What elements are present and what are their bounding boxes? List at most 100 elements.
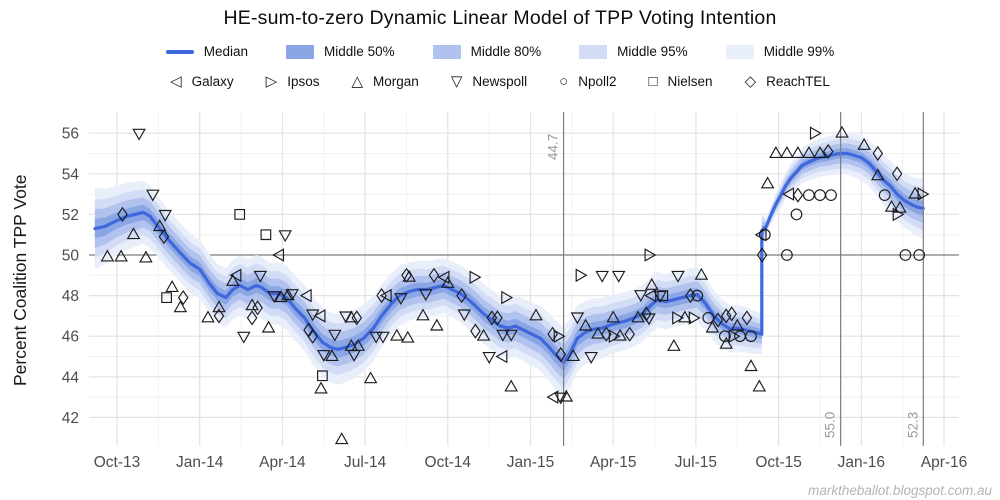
x-tick-label: Jul-15	[675, 454, 717, 471]
poll-marker	[416, 308, 430, 321]
x-tick-label: Jul-14	[344, 454, 387, 471]
poll-marker	[441, 275, 455, 288]
poll-marker	[712, 312, 724, 328]
poll-marker	[719, 330, 731, 343]
poll-marker	[126, 227, 141, 240]
poll-marker	[792, 187, 804, 203]
poll-marker	[705, 320, 720, 333]
legend-label: Middle 95%	[617, 44, 688, 59]
poll-marker	[212, 300, 226, 313]
poll-marker	[158, 209, 172, 222]
poll-marker	[809, 126, 822, 140]
poll-marker	[884, 199, 899, 212]
poll-marker	[213, 308, 225, 324]
poll-marker	[401, 330, 415, 343]
poll-marker	[624, 326, 636, 342]
poll-marker	[559, 389, 574, 402]
poll-marker	[281, 288, 295, 301]
poll-marker	[246, 310, 258, 326]
square-icon: □	[648, 73, 658, 90]
poll-marker	[278, 230, 292, 243]
poll-marker	[691, 289, 704, 302]
circle-icon: ○	[559, 73, 569, 90]
legend-label: Nielsen	[667, 74, 713, 89]
legend-item-middle-95-: Middle 95%	[579, 44, 688, 59]
poll-marker	[307, 328, 319, 344]
markers-nielsen	[161, 209, 669, 382]
poll-marker	[719, 336, 733, 349]
poll-marker	[457, 309, 472, 322]
poll-marker	[790, 208, 803, 221]
poll-marker	[402, 269, 416, 282]
poll-marker	[177, 289, 189, 306]
markers-npoll2	[691, 189, 926, 343]
poll-marker	[553, 329, 566, 343]
legend-label: Ipsos	[287, 74, 320, 89]
band-swatch	[725, 44, 754, 59]
reference-line-label: 52.3	[905, 412, 920, 438]
band-50	[761, 148, 924, 236]
poll-marker	[685, 287, 696, 304]
poll-marker	[376, 287, 387, 304]
x-tick-label: Oct-14	[425, 454, 472, 471]
legend-item-morgan: △ Morgan	[351, 74, 418, 89]
legend-label: Galaxy	[191, 74, 234, 89]
chart-title: HE-sum-to-zero Dynamic Linear Model of T…	[223, 7, 777, 29]
poll-marker	[476, 328, 491, 341]
reference-line-label: 44.7	[546, 134, 561, 160]
x-tick-label: Jan-16	[838, 454, 885, 471]
poll-marker	[913, 249, 926, 261]
poll-marker	[267, 291, 281, 304]
poll-marker	[872, 145, 884, 162]
poll-marker	[760, 176, 775, 189]
poll-marker	[253, 270, 268, 283]
poll-marker	[314, 381, 328, 394]
legend-pollsters: ◁ Galaxy ▷ Ipsos △ Morgan ▽ Newspoll ○ Npoll2 □ Nie…	[0, 74, 1000, 89]
poll-marker	[379, 288, 392, 303]
poll-marker	[745, 330, 757, 343]
poll-marker	[554, 392, 568, 405]
poll-marker	[317, 350, 331, 362]
diamond-icon: ◇	[744, 73, 757, 90]
poll-marker	[752, 379, 767, 392]
markers-newspoll	[132, 128, 685, 405]
poll-marker	[570, 312, 585, 325]
poll-marker	[272, 248, 285, 262]
poll-marker	[702, 312, 715, 324]
poll-marker	[339, 311, 353, 324]
poll-marker	[822, 143, 834, 160]
poll-marker	[229, 268, 242, 283]
y-tick-label: 56	[62, 126, 79, 143]
poll-marker	[803, 189, 815, 201]
poll-marker	[234, 209, 246, 220]
legend-label: Median	[203, 44, 249, 59]
legend-item-galaxy: ◁ Galaxy	[170, 74, 234, 89]
poll-marker	[260, 229, 272, 241]
x-tick-label: Jan-15	[507, 454, 554, 471]
poll-marker	[878, 189, 891, 201]
markers-morgan	[100, 125, 922, 445]
y-tick-label: 48	[62, 288, 79, 305]
poll-marker	[328, 329, 342, 342]
poll-marker	[678, 310, 692, 323]
triangle-down-icon: ▽	[450, 73, 463, 90]
poll-marker	[482, 352, 496, 364]
median-line	[93, 151, 925, 365]
poll-marker	[158, 229, 170, 245]
poll-marker	[642, 313, 656, 326]
poll-marker	[744, 359, 758, 372]
poll-marker	[871, 168, 885, 181]
poll-marker	[201, 310, 215, 323]
poll-marker	[813, 146, 827, 158]
poll-marker	[640, 306, 652, 322]
credible-bands	[94, 132, 924, 399]
legend-label: Middle 80%	[470, 44, 542, 59]
legend-item-middle-80-: Middle 80%	[432, 44, 542, 59]
x-tick-label: Apr-16	[921, 454, 968, 471]
y-tick-label: 52	[62, 207, 79, 224]
poll-marker	[802, 146, 816, 158]
poll-marker	[161, 292, 172, 303]
poll-marker	[667, 338, 681, 351]
poll-marker	[694, 267, 709, 280]
